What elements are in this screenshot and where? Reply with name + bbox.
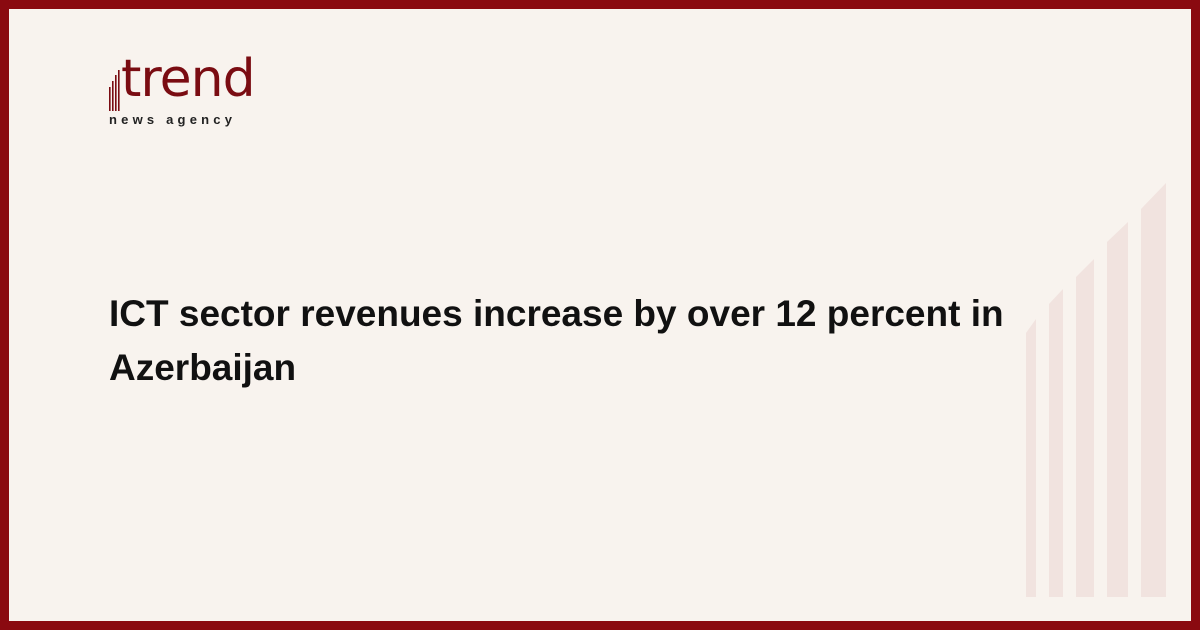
rising-bars-icon	[1026, 183, 1166, 597]
trend-logo[interactable]: trend news agency	[109, 51, 269, 131]
article-headline: ICT sector revenues increase by over 12 …	[109, 293, 1004, 388]
logo-bars-icon	[109, 70, 120, 111]
card-frame: trend news agency ICT sector revenues in…	[9, 9, 1191, 621]
logo-wordmark: trend	[121, 49, 256, 109]
logo-tagline: news agency	[109, 112, 237, 127]
